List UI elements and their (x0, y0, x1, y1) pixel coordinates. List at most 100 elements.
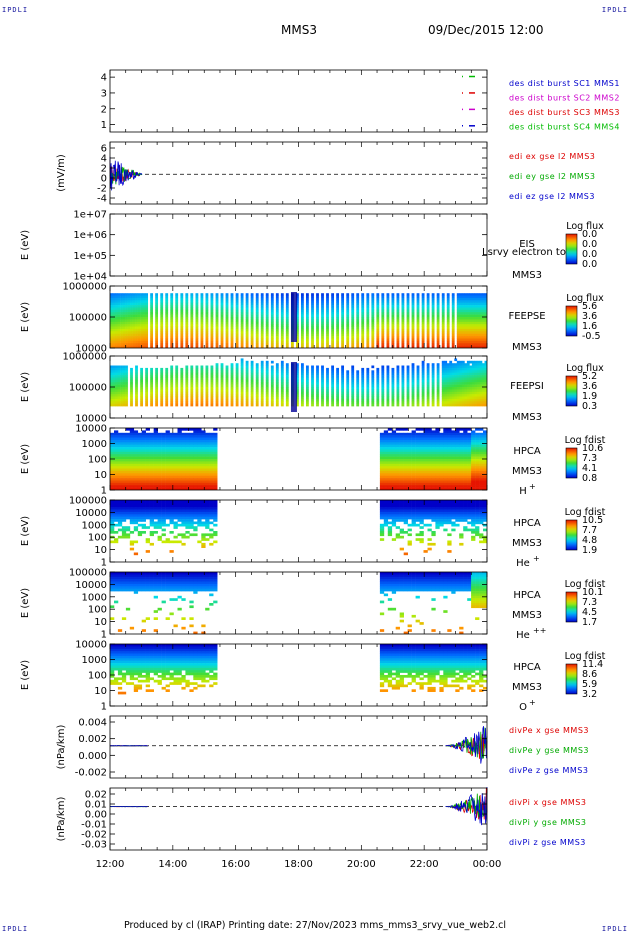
spectrogram-hpca-he2 (110, 572, 487, 634)
series-label: divPi y gse MMS3 (509, 818, 586, 827)
ytick-label: 1 (101, 630, 107, 641)
ytick-label: 0.004 (78, 718, 107, 729)
panel-divpi: 0.020.010.00-0.01-0.02-0.03 (nPa/km) divPi… (56, 786, 586, 851)
time-tick-label: 16:00 (221, 859, 250, 870)
datetime-title: 09/Dec/2015 12:00 (428, 23, 544, 37)
y-axis-label: E (eV) (20, 444, 31, 474)
panel-hpca-o: 10000 1000 100 10 1 E (eV) Log fdist11.48.65.9… (20, 640, 606, 714)
series-line (109, 727, 488, 760)
panel-feepse: 1000000 100000 10000 E (eV) Log flux5.63.61.… (20, 282, 604, 355)
panel-frame (109, 141, 488, 205)
colorbar-tick: 1.6 (582, 321, 597, 332)
colorbar-title: Log fdist (565, 579, 606, 590)
colorbar-tick: 5.2 (582, 371, 597, 382)
instrument-label: HPCA (513, 446, 541, 457)
species-label: He (516, 630, 530, 641)
colorbar-tick: 11.4 (582, 659, 603, 670)
ytick-label: -0.02 (81, 830, 107, 841)
ytick-label: 1e+05 (73, 251, 107, 262)
ytick-label: 1e+07 (73, 210, 107, 221)
ytick-label: -0.002 (75, 768, 107, 779)
ytick-label: 0.01 (85, 800, 107, 811)
colorbar-title: Log fdist (565, 507, 606, 518)
colorbar-tick: 10.6 (582, 443, 603, 454)
ytick-label: 1 (101, 702, 107, 713)
colorbar-title: Log fdist (565, 435, 606, 446)
y-axis-label: E (eV) (20, 230, 31, 260)
ytick-label: 6 (101, 144, 107, 155)
colorbar-tick: 1.7 (582, 617, 597, 628)
instrument-label: HPCA (513, 518, 541, 529)
ytick-label: 1000 (82, 592, 107, 603)
ytick-label: 10000 (75, 640, 107, 651)
colorbar (565, 305, 578, 337)
species-charge: + (529, 482, 536, 491)
spacecraft-label: MMS3 (512, 610, 542, 621)
ytick-label: 100000 (69, 568, 107, 579)
ytick-label: 0.002 (78, 734, 107, 745)
ytick-label: 1000 (82, 439, 107, 450)
panel-frame (109, 715, 488, 779)
instrument-label: HPCA (513, 590, 541, 601)
ytick-label: 10000 (75, 414, 107, 425)
series-line (109, 786, 488, 826)
y-axis-label: (mV/m) (56, 154, 67, 192)
species-charge: ++ (533, 626, 546, 635)
ytick-label: 2 (101, 164, 107, 175)
y-axis-label: E (eV) (20, 302, 31, 332)
colorbar-tick: 7.7 (582, 525, 597, 536)
ytick-label: -4 (97, 194, 107, 205)
ytick-label: 2 (101, 104, 107, 115)
species-charge: + (529, 698, 536, 707)
summary-plot: 1 2 3 4 des dist burst SC1 MMS1 des dist burs… (20, 69, 620, 870)
ytick-label: 0 (101, 174, 107, 185)
mission-title: MMS3 (281, 23, 317, 37)
y-axis-label: E (eV) (20, 660, 31, 690)
ytick-label: 100 (88, 533, 107, 544)
colorbar-tick: 4.5 (582, 607, 597, 618)
series-label: edi ey gse l2 MMS3 (509, 172, 596, 181)
ytick-label: 100000 (69, 496, 107, 507)
colorbar-tick: 10.1 (582, 587, 603, 598)
colorbar-tick: 3.6 (582, 381, 597, 392)
ytick-label: 10 (94, 686, 107, 697)
colorbar (565, 591, 578, 623)
ytick-label: -2 (97, 184, 107, 195)
colorbar (565, 233, 578, 265)
y-axis-label: E (eV) (20, 588, 31, 618)
instrument-label: FEEPSI (510, 381, 544, 392)
legend-entry: des dist burst SC1 MMS1 (509, 79, 620, 88)
panel-frame (109, 787, 488, 851)
footer-credit: Produced by cl (IRAP) Printing date: 27/… (123, 920, 507, 931)
spacecraft-label: MMS3 (512, 682, 542, 693)
corner-label-top-right: IPDLI (601, 6, 628, 14)
ytick-label: 10 (94, 470, 107, 481)
ytick-label: 10 (94, 545, 107, 556)
overlay-text: Lsrvy electron to (482, 247, 566, 258)
colorbar-tick: 0.8 (582, 473, 597, 484)
instrument-label: HPCA (513, 662, 541, 673)
ytick-label: 100 (88, 605, 107, 616)
species-label: He (516, 558, 530, 569)
series-line (109, 156, 143, 191)
time-tick-label: 20:00 (347, 859, 376, 870)
time-tick-label: 12:00 (96, 859, 125, 870)
colorbar-tick: 4.1 (582, 463, 597, 474)
y-axis-label: (nPa/km) (56, 725, 67, 770)
time-tick-label: 00:00 (473, 859, 502, 870)
series-label: edi ez gse l2 MMS3 (509, 192, 595, 201)
panel-feepsi: 1000000 100000 10000 E (eV) Log flux5.23.61.… (20, 352, 604, 425)
panel-frame (109, 69, 488, 133)
colorbar (565, 375, 578, 407)
species-label: O (519, 702, 527, 713)
spacecraft-label: MMS3 (512, 538, 542, 549)
time-tick-label: 14:00 (158, 859, 187, 870)
corner-label-top-left: IPDLI (2, 6, 29, 14)
ytick-label: 1000000 (62, 282, 107, 293)
species-charge: + (533, 554, 540, 563)
series-line (109, 734, 488, 759)
ytick-label: 1000 (82, 520, 107, 531)
